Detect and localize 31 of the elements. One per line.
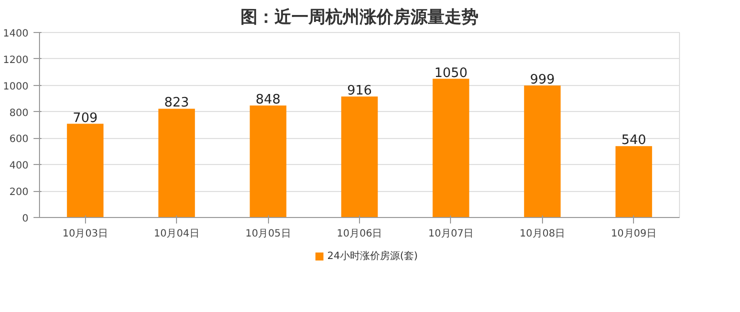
x-tick-label: 10月08日 [520, 228, 566, 240]
legend-label: 24小时涨价房源(套) [327, 250, 418, 262]
y-tick-label: 1200 [3, 54, 29, 66]
bar [158, 108, 195, 218]
bar [432, 78, 470, 218]
bar [524, 85, 561, 218]
data-label: 848 [256, 92, 280, 108]
y-tick-label: 600 [9, 134, 29, 146]
data-label: 823 [164, 96, 190, 111]
data-label: 1050 [434, 66, 468, 81]
bar [341, 96, 378, 218]
bar [250, 105, 286, 218]
x-tick-label: 10月09日 [611, 228, 657, 240]
y-tick-label: 400 [9, 160, 29, 172]
data-label: 916 [347, 83, 372, 98]
y-tick-label: 200 [9, 187, 29, 198]
x-tick-label: 10月04日 [154, 228, 200, 240]
data-label: 709 [72, 110, 98, 126]
x-tick-label: 10月06日 [336, 228, 382, 240]
x-tick-label: 10月05日 [245, 228, 291, 240]
y-tick-label: 1000 [3, 81, 29, 92]
y-tick-label: 0 [22, 214, 29, 224]
chart-title: 图：近一周杭州涨价房源量走势 [240, 8, 478, 28]
y-tick-label: 1400 [3, 28, 29, 40]
bar [616, 146, 652, 218]
data-label: 540 [621, 133, 646, 148]
data-label: 999 [530, 72, 555, 88]
y-tick-label: 800 [9, 108, 29, 119]
x-tick-label: 10月03日 [62, 228, 108, 240]
bar [66, 124, 104, 218]
x-tick-label: 10月07日 [428, 228, 474, 240]
